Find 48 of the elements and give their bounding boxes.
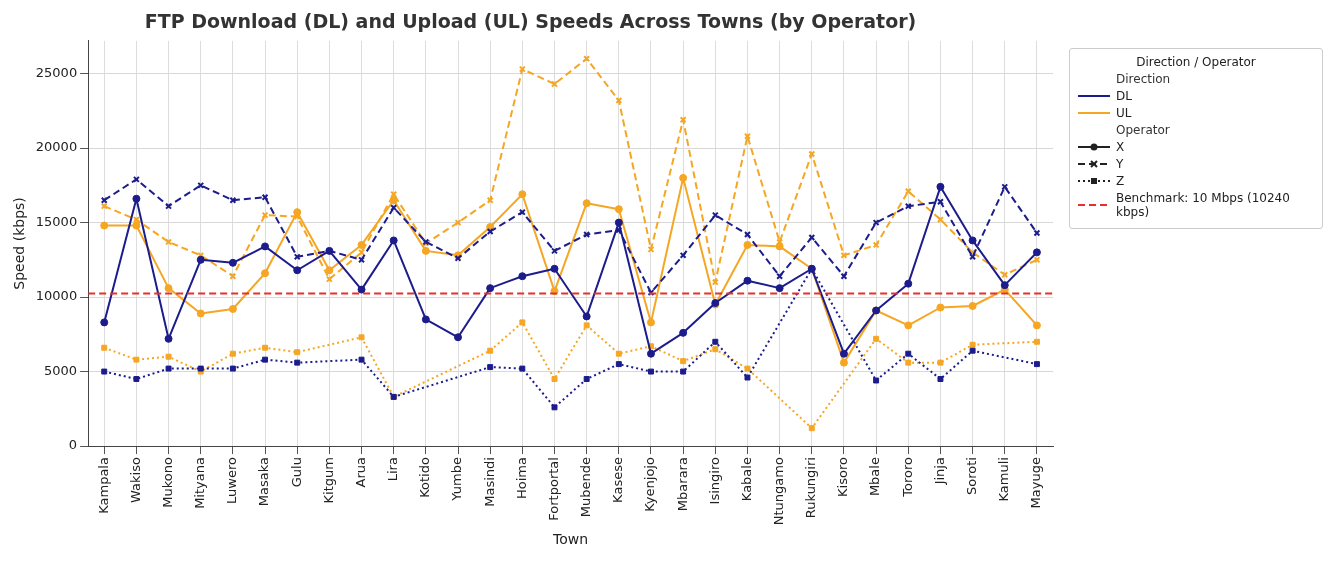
legend-label: DL <box>1116 89 1132 103</box>
x-tick-label: Kyenjojo <box>642 457 658 512</box>
x-tick-label: Kasese <box>610 457 626 503</box>
x-tick-label: Yumbe <box>449 457 465 502</box>
legend-label: X <box>1116 140 1125 154</box>
x-tick-label: Rukungiri <box>803 457 819 519</box>
y-tick-label: 5000 <box>44 362 78 378</box>
x-tick-label: Tororo <box>899 457 915 498</box>
y-tick-label: 0 <box>68 437 78 453</box>
x-tick-label: Wakiso <box>127 457 143 503</box>
y-tick-label: 20000 <box>35 139 78 155</box>
text: Direction <box>1116 72 1172 86</box>
x-tick-label: Mbarara <box>674 457 690 512</box>
x-tick-label: Lira <box>385 457 401 482</box>
legend-label: Benchmark: 10 Mbps (10240 kbps) <box>1116 191 1291 219</box>
legend-label: UL <box>1116 106 1132 120</box>
x-tick-label: Mubende <box>578 457 594 518</box>
x-tick-label: Jinja <box>931 457 947 486</box>
x-tick-label: Mukono <box>159 457 175 508</box>
x-tick-label: Mbale <box>867 457 883 497</box>
y-axis-title: Speed (kbps) <box>11 197 28 290</box>
legend-title: Direction / Operator <box>1135 55 1257 69</box>
x-tick-label: Gulu <box>288 457 304 488</box>
chart-title: FTP Download (DL) and Upload (UL) Speeds Across Towns (by Operator) <box>144 10 917 33</box>
x-tick-label: Arua <box>352 457 368 488</box>
x-tick-label: Kampala <box>95 457 111 514</box>
x-tick-label: Fortportal <box>545 457 561 521</box>
y-tick-label: 15000 <box>35 213 78 229</box>
x-tick-label: Mayuge <box>1028 457 1044 509</box>
x-tick-label: Ntungamo <box>771 457 786 526</box>
y-tick-label: 10000 <box>35 288 78 304</box>
x-tick-label: Hoima <box>513 457 529 500</box>
x-tick-label: Soroti <box>963 457 979 495</box>
x-tick-label: Masaka <box>256 457 272 507</box>
x-tick-label: Kitgum <box>320 457 336 504</box>
x-tick-label: Masindi <box>481 457 497 507</box>
x-tick-label: Isingiro <box>706 457 722 505</box>
x-tick-label: Kamuli <box>996 457 1012 502</box>
legend-label: Z <box>1116 174 1125 188</box>
x-axis-title: Town <box>552 531 589 548</box>
x-tick-label: Kisoro <box>835 457 851 497</box>
x-tick-label: Mityana <box>192 457 208 509</box>
y-tick-label: 25000 <box>35 64 78 80</box>
x-tick-label: Kabale <box>738 457 754 502</box>
text: Operator <box>1116 123 1171 137</box>
x-tick-label: Luwero <box>224 457 240 504</box>
legend-label: Y <box>1116 157 1124 171</box>
x-tick-label: Kotido <box>417 457 433 498</box>
